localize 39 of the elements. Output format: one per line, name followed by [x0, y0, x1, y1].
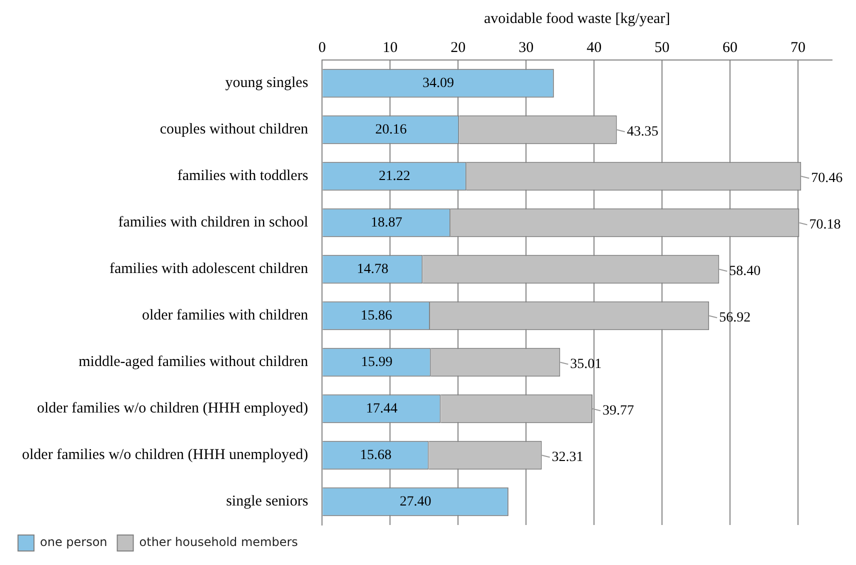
y-tick-label: young singles [225, 75, 308, 92]
total-label: 35.01 [570, 356, 602, 372]
data-label: 20.16 [375, 122, 407, 138]
x-tick-label: 40 [586, 40, 602, 56]
data-label: 15.86 [360, 308, 392, 324]
y-tick-label: families with toddlers [177, 168, 308, 184]
data-label: 17.44 [366, 401, 398, 416]
data-label: 34.09 [422, 76, 454, 91]
total-label: 32.31 [552, 450, 584, 465]
total-label: 43.35 [626, 124, 658, 140]
x-tick-label: 0 [318, 40, 326, 56]
legend-label: other household members [139, 535, 298, 550]
x-axis-title: avoidable food waste [kg/year] [484, 10, 670, 27]
data-label: 15.99 [361, 354, 393, 370]
y-tick-label: older families w/o children (HHH employed) [37, 400, 308, 417]
data-label: 15.68 [360, 448, 392, 463]
data-label: 21.22 [378, 168, 410, 184]
data-label: 14.78 [356, 262, 388, 277]
x-tick-label: 70 [790, 40, 806, 56]
x-tick-label: 60 [722, 40, 738, 56]
y-tick-label: older families w/o children (HHH unemployed) [22, 447, 308, 464]
y-tick-label: couples without children [160, 122, 309, 138]
data-label: 18.87 [370, 215, 402, 230]
y-tick-label: families with children in school [118, 214, 308, 231]
y-tick-label: single seniors [226, 494, 308, 510]
x-tick-label: 30 [518, 40, 534, 56]
total-label: 70.18 [809, 217, 841, 232]
legend-label: one person [40, 535, 108, 550]
x-tick-label: 10 [382, 40, 398, 56]
total-label: 70.46 [811, 170, 843, 186]
total-label: 56.92 [719, 310, 751, 326]
x-tick-label: 20 [450, 40, 466, 56]
data-label: 27.40 [400, 494, 432, 510]
y-tick-label: middle-aged families without children [78, 354, 309, 370]
y-tick-label: families with adolescent children [109, 261, 309, 278]
total-label: 58.40 [729, 264, 761, 279]
total-label: 39.77 [602, 403, 634, 418]
x-tick-label: 50 [654, 40, 670, 56]
y-tick-label: older families with children [142, 308, 309, 324]
